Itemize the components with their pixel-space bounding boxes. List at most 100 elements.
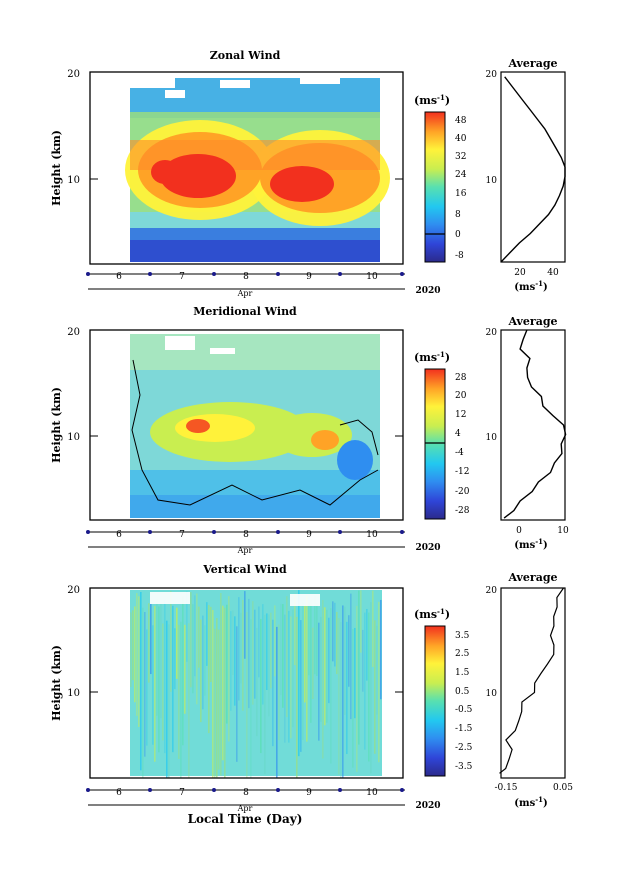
vertical-wind-stripe (188, 623, 190, 778)
vertical-wind-stripe (186, 591, 188, 662)
zonal-xtick-8: 8 (243, 272, 249, 282)
vertical-wind-stripe (248, 598, 250, 709)
vertical-title: Vertical Wind (202, 563, 287, 576)
vertical-wind-stripe (158, 606, 160, 753)
vertical-wind-stripe (364, 612, 366, 750)
meridional-xtick-10: 10 (366, 530, 378, 540)
meridional-avg-title: Average (507, 315, 557, 328)
vertical-wind-stripe (216, 618, 218, 778)
vertical-wind-stripe (182, 596, 184, 746)
vertical-ylabel: Height (km) (50, 645, 63, 721)
meridional-avg-xtick-10: 10 (557, 526, 569, 536)
meridional-heatmap (130, 334, 380, 518)
meridional-cbar-tick: 12 (455, 410, 466, 420)
meridional-avg-xtick-0: 0 (516, 526, 522, 536)
vertical-wind-stripe (346, 621, 348, 755)
vertical-wind-stripe (278, 624, 280, 741)
vertical-wind-stripe (300, 620, 302, 752)
meridional-year: 2020 (415, 543, 440, 553)
meridional-xtick-6: 6 (116, 530, 122, 540)
vertical-wind-stripe (282, 604, 284, 708)
zonal-xtick-10: 10 (366, 272, 378, 282)
meridional-panel: Meridional Wind 20 10 Height (km) (50, 305, 569, 555)
meridional-cbar-tick: -20 (455, 487, 470, 497)
vertical-wind-stripe (334, 602, 336, 667)
vertical-cbar-tick: -1.5 (455, 724, 473, 734)
vertical-wind-stripe (140, 592, 142, 771)
zonal-cbar-tick: -8 (455, 251, 464, 261)
vertical-wind-stripe (150, 604, 152, 675)
vertical-wind-stripe (176, 607, 178, 679)
vertical-wind-stripe (204, 625, 206, 696)
vertical-wind-stripe (314, 595, 316, 675)
vertical-wind-stripe (328, 617, 330, 704)
vertical-wind-stripe (330, 608, 332, 764)
vertical-wind-stripe (224, 607, 226, 778)
vertical-ytick-20: 20 (67, 585, 80, 596)
vertical-wind-stripe (324, 607, 326, 726)
meridional-ytick-20: 20 (67, 327, 80, 338)
vertical-time-axis: 6 7 8 9 10 Apr 2020 (86, 788, 441, 813)
vertical-wind-stripe (280, 603, 282, 696)
vertical-wind-stripe (196, 593, 198, 705)
zonal-year: 2020 (415, 286, 440, 296)
vertical-avg-xtick-pos: 0.05 (553, 783, 573, 793)
meridional-avg-ytick-10: 10 (486, 433, 498, 443)
vertical-cbar-tick: 1.5 (455, 668, 470, 678)
vertical-wind-stripe (332, 601, 334, 662)
zonal-time-axis: 6 7 8 9 10 Apr 2020 (86, 272, 441, 298)
vertical-wind-stripe (320, 616, 322, 722)
vertical-wind-stripe (366, 608, 368, 681)
vertical-wind-stripe (160, 602, 162, 719)
vertical-wind-stripe (336, 611, 338, 675)
vertical-cbar-tick: 2.5 (455, 649, 470, 659)
meridional-cbar-tick: 28 (455, 373, 467, 383)
vertical-average-line (499, 587, 564, 774)
zonal-cbar-tick: 32 (455, 152, 466, 162)
zonal-cbar-tick: 8 (455, 210, 461, 220)
zonal-avg-title: Average (507, 57, 557, 70)
vertical-wind-stripe (178, 624, 180, 759)
vertical-wind-stripe (268, 614, 270, 717)
meridional-xtick-7: 7 (179, 530, 185, 540)
meridional-title: Meridional Wind (193, 305, 297, 318)
zonal-average-plot: Average 20 10 20 40 (ms-1) (486, 57, 566, 293)
vertical-wind-stripe (274, 605, 276, 677)
meridional-colorbar: (ms-1) 28 20 12 4 -4 -12 -20 -28 (414, 350, 470, 520)
zonal-cbar-tick: 0 (455, 230, 461, 240)
vertical-xtick-10: 10 (366, 788, 378, 798)
vertical-wind-stripe (342, 605, 344, 778)
vertical-wind-stripe (246, 612, 248, 778)
vertical-wind-stripe (370, 602, 372, 774)
zonal-panel: Zonal Wind 20 10 Height (km) (50, 49, 566, 298)
vertical-wind-stripe (348, 615, 350, 687)
zonal-cbar-tick: 16 (455, 189, 467, 199)
meridional-ylabel: Height (km) (50, 387, 63, 463)
vertical-wind-stripe (214, 628, 216, 778)
vertical-wind-stripe (286, 596, 288, 718)
zonal-avg-ytick-20: 20 (486, 70, 498, 80)
zonal-title: Zonal Wind (210, 49, 281, 62)
vertical-cbar-unit: (ms-1) (414, 607, 450, 621)
vertical-wind-stripe (166, 620, 168, 778)
vertical-wind-stripe (228, 596, 230, 742)
vertical-average-plot: Average 20 10 -0.15 0.05 (ms-1) (486, 571, 574, 809)
vertical-xtick-7: 7 (179, 788, 185, 798)
vertical-wind-stripe (380, 599, 382, 700)
meridional-avg-unit: (ms-1) (514, 537, 547, 551)
vertical-wind-stripe (318, 622, 320, 741)
vertical-wind-stripe (316, 603, 318, 676)
zonal-avg-ytick-10: 10 (486, 176, 498, 186)
zonal-cbar-tick: 40 (455, 134, 467, 144)
vertical-wind-stripe (368, 612, 370, 762)
vertical-wind-stripe (132, 610, 134, 681)
vertical-year: 2020 (415, 801, 440, 811)
vertical-wind-stripe (138, 596, 140, 727)
vertical-cbar-tick: -0.5 (455, 705, 473, 715)
figure-xlabel: Local Time (Day) (188, 812, 303, 826)
vertical-wind-stripe (304, 604, 306, 703)
vertical-avg-xtick-neg: -0.15 (494, 783, 517, 793)
zonal-cbar-tick: 24 (455, 170, 467, 180)
vertical-wind-stripe (350, 593, 352, 720)
vertical-wind-stripe (256, 627, 258, 737)
